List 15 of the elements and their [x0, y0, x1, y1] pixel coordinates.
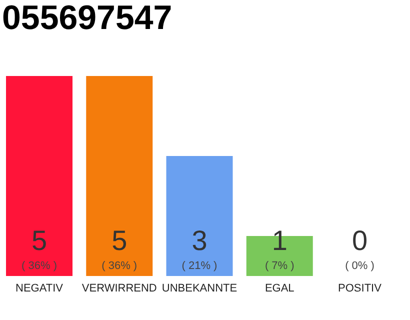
annotation: ( 36% ) [102, 260, 138, 272]
x-tick-label: POSITIV [338, 282, 382, 294]
chart-title: 055697547 [2, 0, 172, 37]
data-label: 3 [192, 225, 208, 256]
data-label: 5 [112, 225, 128, 256]
data-label: 5 [31, 225, 48, 256]
x-tick-label: VERWIRREND [82, 282, 157, 294]
annotation: ( 36% ) [22, 260, 57, 272]
x-tick-label: EGAL [264, 282, 294, 294]
annotation: ( 0% ) [345, 260, 374, 272]
annotation: ( 21% ) [182, 260, 218, 272]
annotation: ( 7% ) [264, 260, 294, 272]
data-label: 0 [352, 225, 368, 256]
x-tick-label: NEGATIV [16, 282, 64, 294]
x-tick-label: UNBEKANNTE [162, 282, 238, 294]
